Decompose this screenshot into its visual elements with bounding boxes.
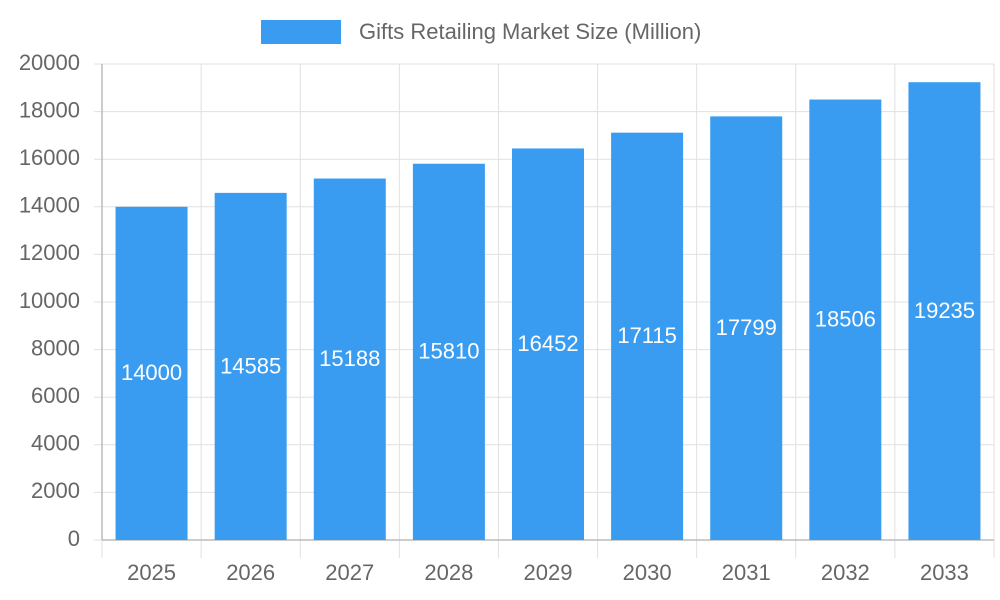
x-tick-label: 2028: [424, 560, 473, 585]
x-tick-label: 2029: [524, 560, 573, 585]
bar: [412, 163, 485, 541]
data-label: 17799: [716, 315, 777, 340]
data-label: 14000: [121, 360, 182, 385]
bar: [313, 178, 386, 540]
y-tick-label: 10000: [19, 288, 80, 313]
legend-swatch: [261, 20, 341, 44]
legend-label: Gifts Retailing Market Size (Million): [359, 19, 701, 44]
data-label: 17115: [617, 323, 677, 348]
bar: [611, 132, 684, 540]
y-tick-label: 20000: [19, 50, 80, 75]
data-label: 15188: [319, 346, 380, 371]
y-tick-label: 6000: [31, 383, 80, 408]
x-tick-label: 2033: [920, 560, 969, 585]
bar: [710, 116, 783, 541]
x-tick-label: 2032: [821, 560, 870, 585]
bar: [908, 82, 981, 540]
data-label: 14585: [220, 353, 281, 378]
x-tick-label: 2031: [722, 560, 771, 585]
y-tick-label: 14000: [19, 193, 80, 218]
y-tick-label: 8000: [31, 335, 80, 360]
data-label: 16452: [517, 331, 578, 356]
data-label: 19235: [914, 298, 975, 323]
bar: [214, 192, 287, 540]
y-tick-label: 18000: [19, 97, 80, 122]
x-tick-label: 2025: [127, 560, 176, 585]
x-tick-label: 2030: [623, 560, 672, 585]
bar: [115, 206, 188, 541]
x-tick-label: 2026: [226, 560, 275, 585]
x-tick-label: 2027: [325, 560, 374, 585]
y-tick-label: 0: [68, 526, 80, 551]
data-label: 15810: [418, 339, 479, 364]
data-label: 18506: [815, 307, 876, 332]
y-tick-label: 12000: [19, 240, 80, 265]
y-tick-label: 2000: [31, 478, 80, 503]
y-tick-label: 4000: [31, 431, 80, 456]
y-tick-label: 16000: [19, 145, 80, 170]
bar: [512, 148, 584, 541]
bar: [809, 99, 882, 541]
